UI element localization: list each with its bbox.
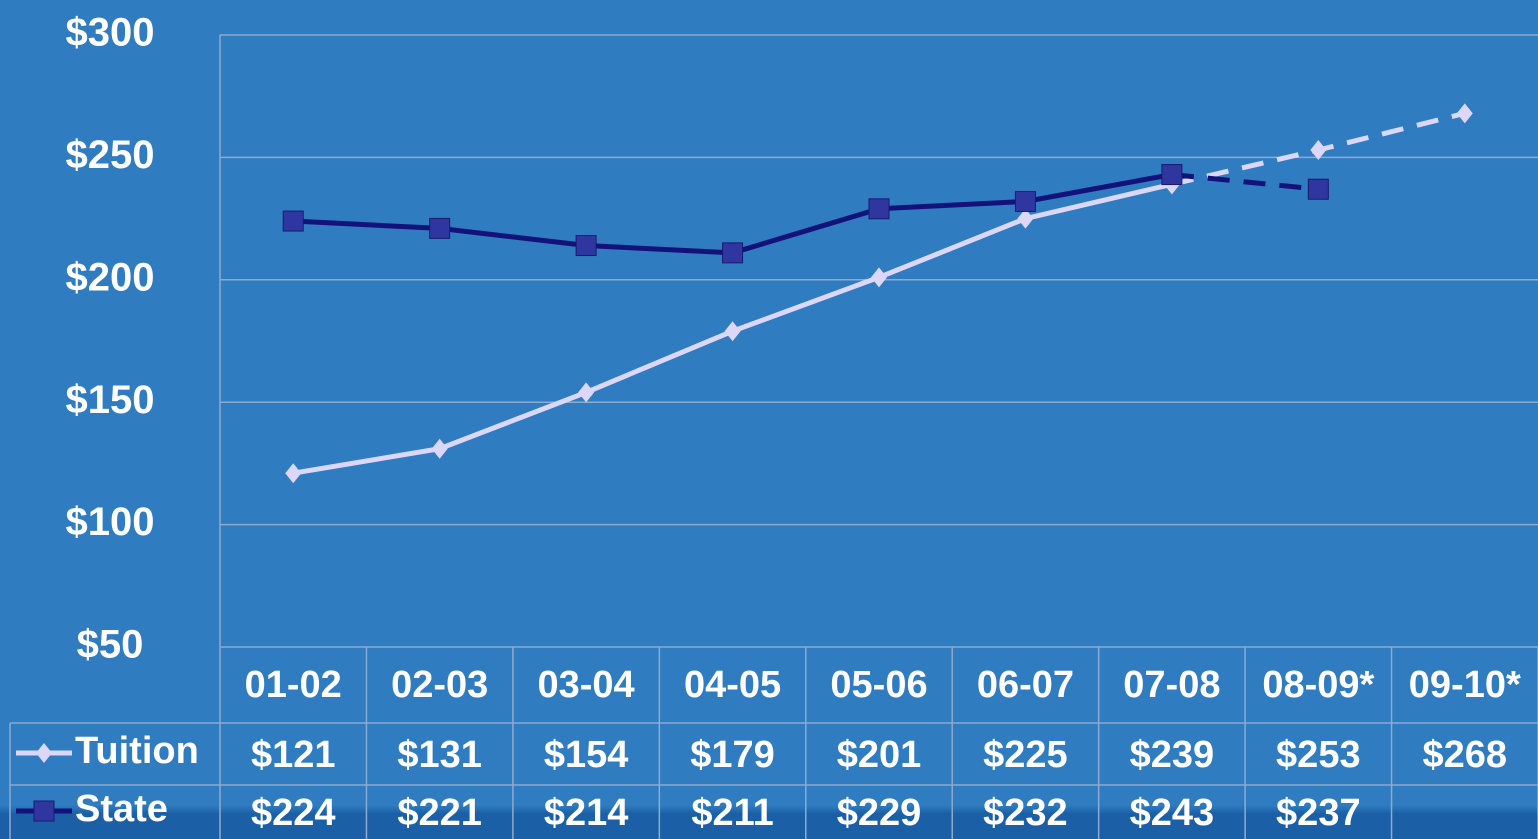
x-tick-label: 07-08 <box>1123 664 1220 706</box>
value-label: $268 <box>1423 734 1508 776</box>
x-tick-label: 05-06 <box>830 664 927 706</box>
value-label: $243 <box>1130 792 1215 834</box>
x-tick-label: 08-09* <box>1262 664 1374 706</box>
value-label: $253 <box>1276 734 1361 776</box>
x-tick-label: 01-02 <box>245 664 342 706</box>
x-tick-label: 02-03 <box>391 664 488 706</box>
marker <box>871 267 887 288</box>
legend-label: Tuition <box>75 730 199 772</box>
projected-line <box>1171 172 1319 192</box>
marker <box>431 438 448 459</box>
value-label: $229 <box>837 792 922 834</box>
value-label: $154 <box>544 734 629 776</box>
value-label: $239 <box>1130 734 1215 776</box>
value-label: $201 <box>837 734 922 776</box>
marker <box>1310 140 1327 161</box>
value-label: $224 <box>251 792 336 834</box>
marker <box>1017 208 1034 229</box>
marker <box>285 463 302 484</box>
marker <box>1161 164 1183 186</box>
y-tick-label: $250 <box>66 133 155 177</box>
marker <box>429 217 451 239</box>
marker <box>578 382 595 403</box>
value-label: $214 <box>544 792 629 834</box>
marker <box>33 800 55 822</box>
x-tick-label: 04-05 <box>684 664 781 706</box>
y-tick-label: $300 <box>66 11 155 55</box>
marker <box>724 321 741 342</box>
legend-label: State <box>75 788 168 830</box>
marker <box>1014 190 1036 212</box>
value-label: $225 <box>983 734 1068 776</box>
y-tick-label: $50 <box>77 623 144 667</box>
value-label: $221 <box>397 792 482 834</box>
marker <box>868 198 890 220</box>
value-label: $211 <box>691 792 773 834</box>
y-tick-label: $150 <box>66 378 155 422</box>
marker <box>36 743 52 763</box>
marker <box>282 210 304 232</box>
x-tick-label: 09-10* <box>1409 664 1521 706</box>
marker <box>1307 178 1329 200</box>
value-label: $232 <box>983 792 1068 834</box>
y-tick-label: $200 <box>66 255 155 299</box>
marker <box>1456 103 1473 124</box>
x-tick-label: 03-04 <box>538 664 635 706</box>
marker <box>575 235 597 257</box>
y-tick-label: $100 <box>66 500 155 544</box>
marker <box>722 242 744 264</box>
value-label: $131 <box>397 734 482 776</box>
value-label: $179 <box>690 734 775 776</box>
value-label: $237 <box>1276 792 1361 834</box>
value-label: $121 <box>251 734 336 776</box>
x-tick-label: 06-07 <box>977 664 1074 706</box>
